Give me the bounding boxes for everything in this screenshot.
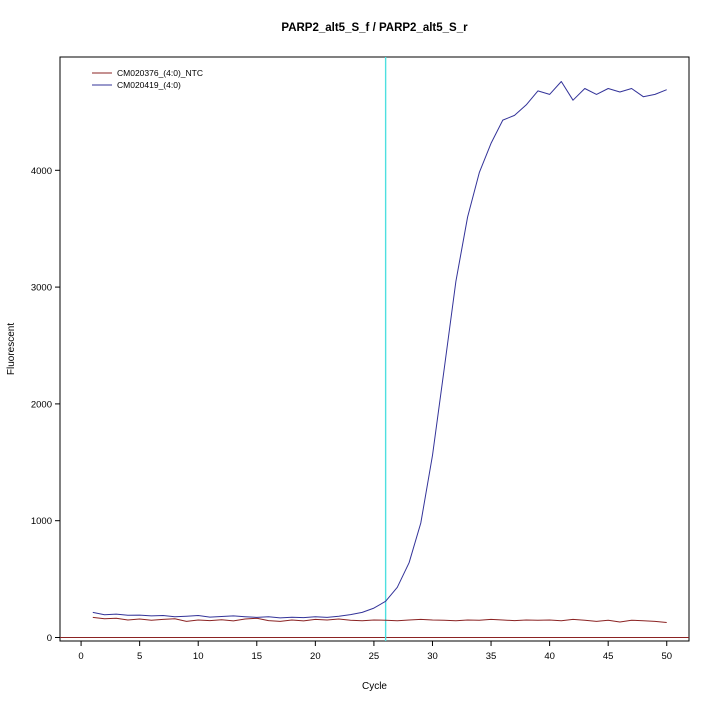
x-tick-label: 5 <box>137 651 142 662</box>
legend: CM020376_(4:0)_NTC CM020419_(4:0) <box>92 68 203 90</box>
y-tick-label: 1000 <box>31 516 52 527</box>
x-tick-label: 50 <box>661 651 672 662</box>
x-tick-label: 10 <box>193 651 204 662</box>
y-axis: 0 1000 2000 3000 4000 <box>31 166 60 644</box>
x-axis-label: Cycle <box>362 681 387 692</box>
x-tick-label: 45 <box>603 651 614 662</box>
x-tick-label: 40 <box>544 651 555 662</box>
x-tick-label: 35 <box>486 651 497 662</box>
y-tick-label: 4000 <box>31 166 52 177</box>
x-tick-label: 25 <box>369 651 380 662</box>
series-line-1 <box>92 81 667 619</box>
y-tick-label: 0 <box>47 633 52 644</box>
x-axis: 0 5 10 15 20 25 30 35 40 45 50 <box>78 641 672 662</box>
legend-label: CM020376_(4:0)_NTC <box>117 68 203 78</box>
x-tick-label: 30 <box>427 651 438 662</box>
plot-border <box>59 56 690 642</box>
chart-title: PARP2_alt5_S_f / PARP2_alt5_S_r <box>281 22 468 34</box>
x-tick-label: 20 <box>310 651 321 662</box>
x-tick-label: 15 <box>251 651 262 662</box>
y-tick-label: 3000 <box>31 283 52 294</box>
legend-label: CM020419_(4:0) <box>117 80 181 90</box>
series-line-0 <box>92 616 667 623</box>
y-axis-label: Fluorescent <box>6 323 17 375</box>
y-tick-label: 2000 <box>31 399 52 410</box>
x-tick-label: 0 <box>78 651 83 662</box>
